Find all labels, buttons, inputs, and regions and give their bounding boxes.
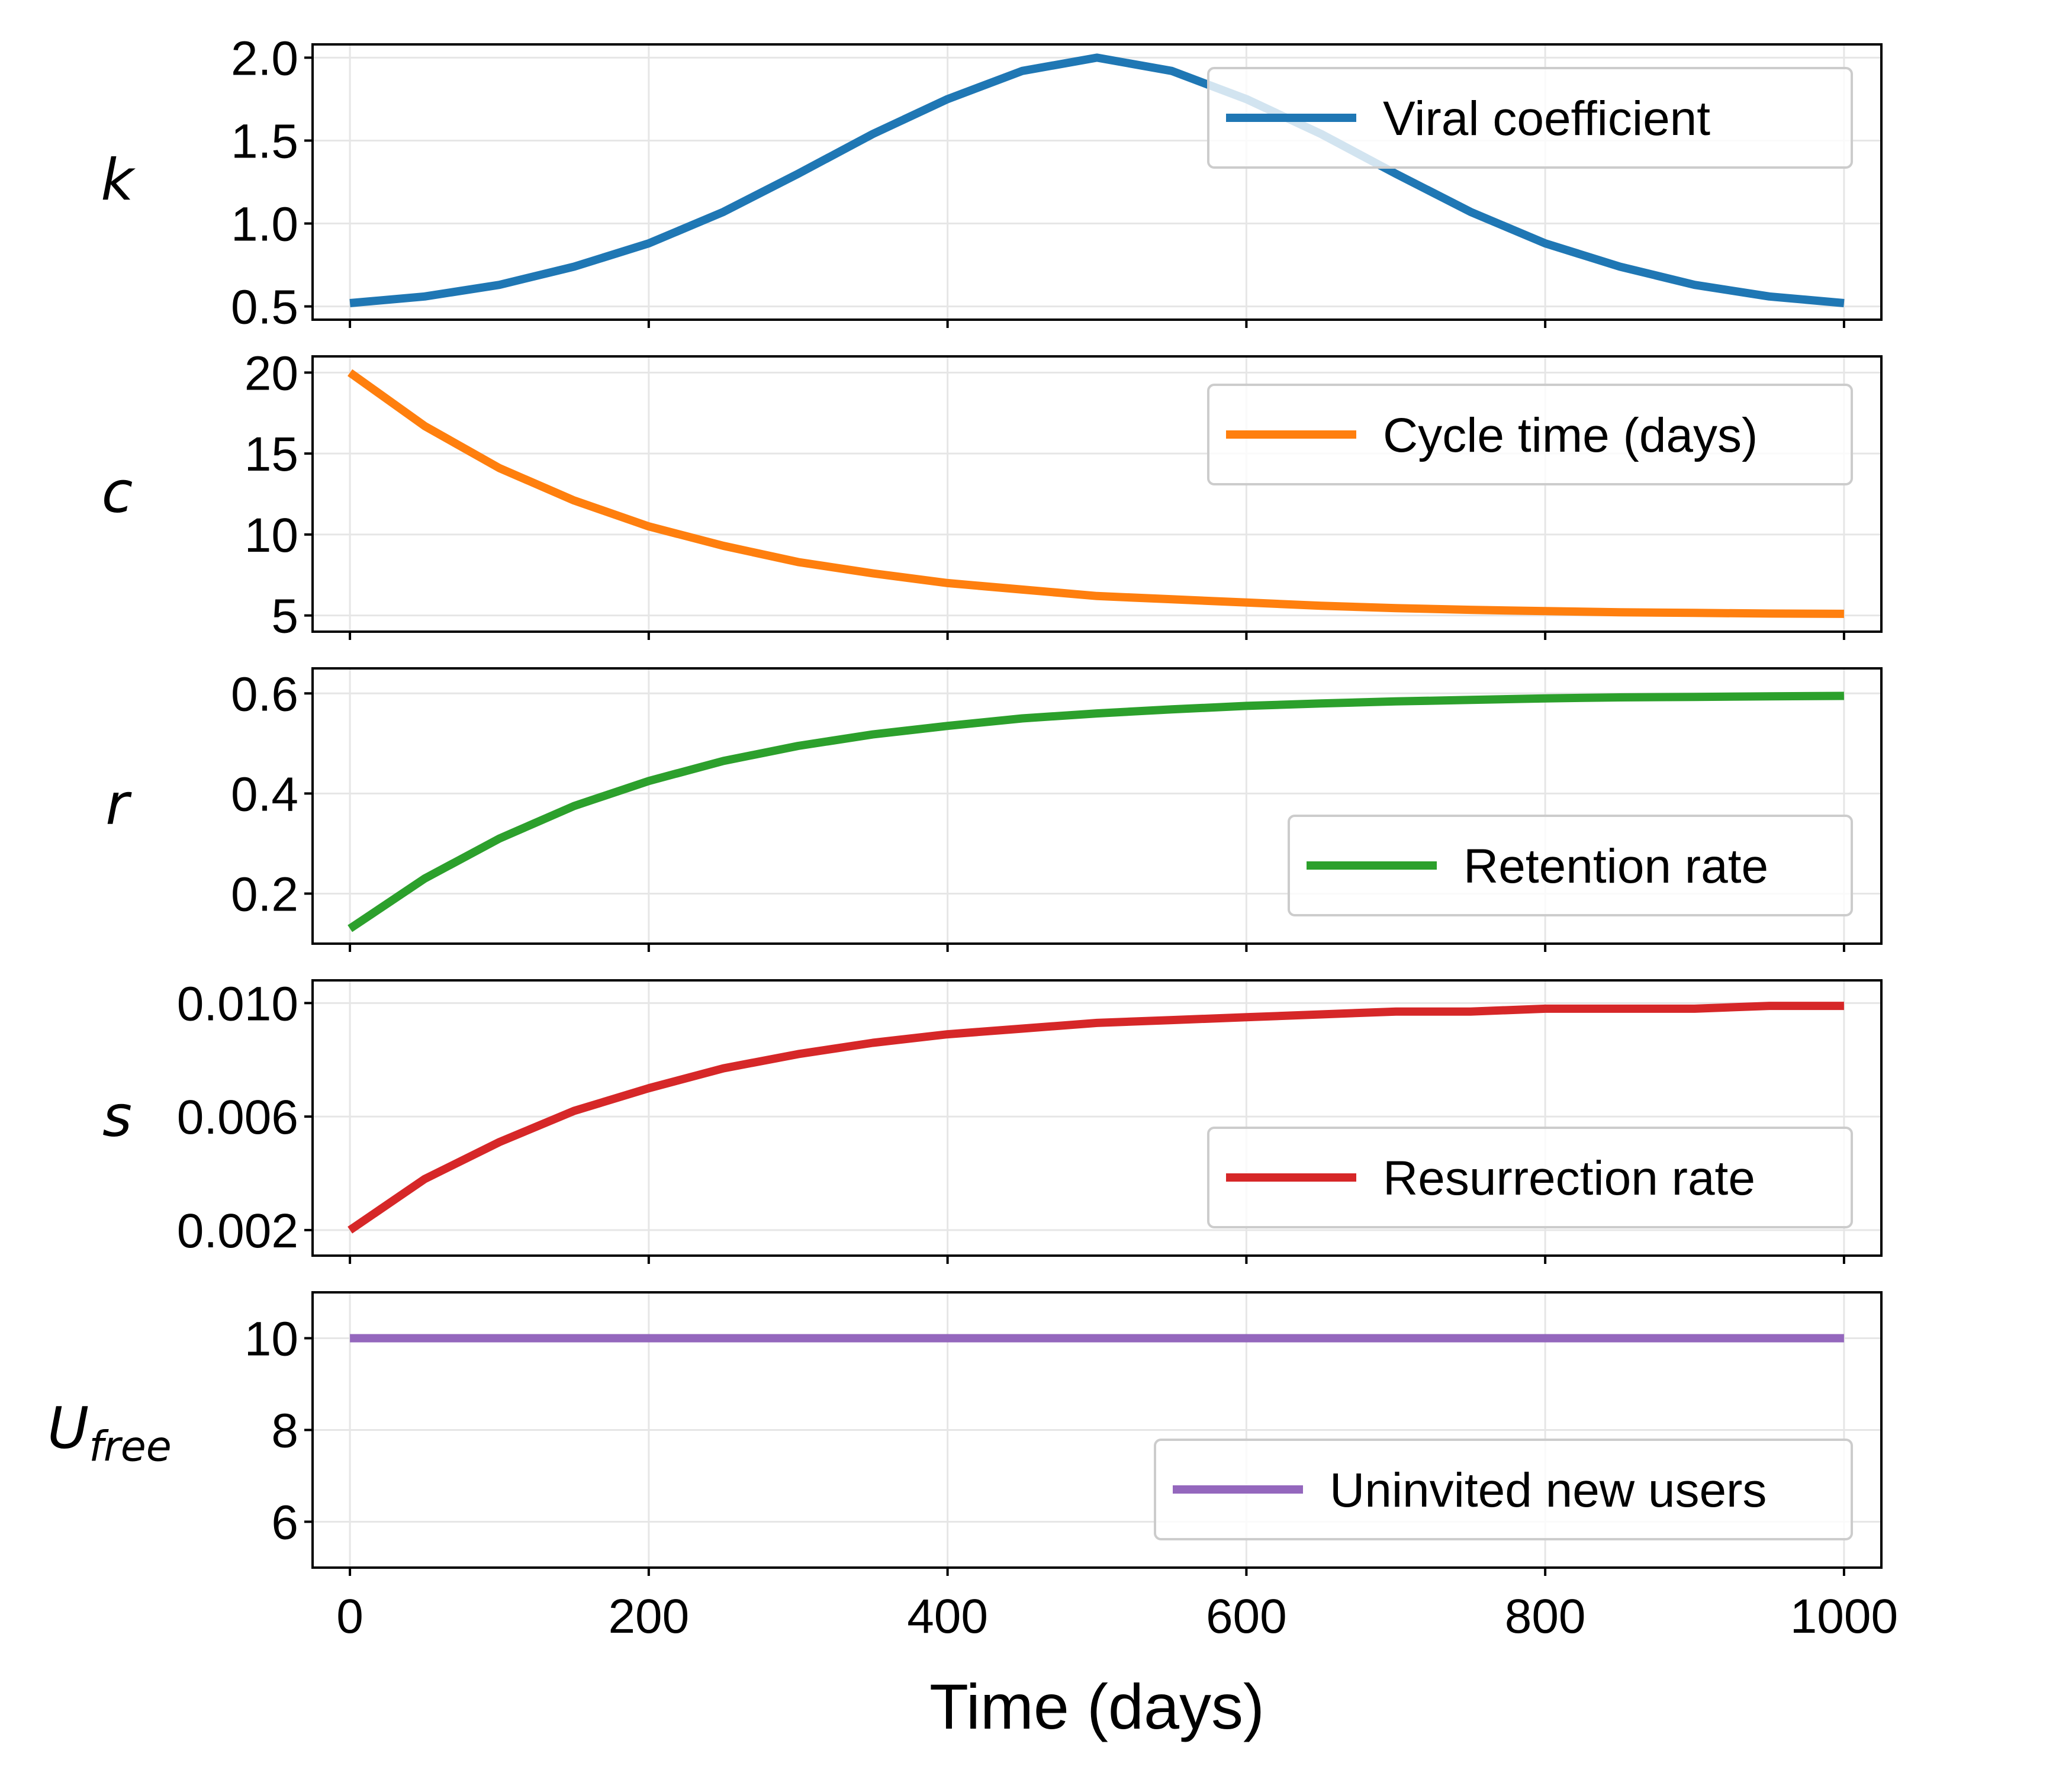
y-axis-label: s: [102, 1083, 132, 1150]
y-tick-label: 10: [244, 509, 298, 562]
x-tick-label: 1000: [1790, 1590, 1898, 1643]
legend-label: Resurrection rate: [1383, 1151, 1755, 1205]
series-line: [349, 53, 1845, 307]
panel-frame: [311, 43, 1883, 321]
chart-panel: 5 10 15 20 c Cycle time (days): [102, 346, 1883, 644]
y-tick-label: 0.6: [231, 667, 298, 721]
x-tick-label: 600: [1206, 1590, 1287, 1643]
chart-panel: 0.2 0.4 0.6 r Retention rate: [105, 667, 1883, 952]
y-tick-label: 0.010: [177, 977, 298, 1031]
chart-panels: 0.5 1.0 1.5 2.0 k Viral coefficient 5 10 15 20 c Cy…: [47, 31, 1883, 1576]
y-tick-label: 10: [244, 1312, 298, 1366]
series-line: [348, 369, 1844, 618]
y-tick-label: 0.002: [177, 1204, 298, 1258]
y-tick-label: 1.5: [231, 114, 298, 168]
legend-box: [1207, 1127, 1853, 1228]
legend-label: Viral coefficient: [1383, 92, 1710, 146]
y-tick-label: 0.4: [231, 767, 298, 821]
y-tick-label: 1.0: [231, 198, 298, 252]
legend: Viral coefficient: [1207, 67, 1853, 169]
chart-panel: 0.002 0.006 0.010 s Resurrection rate: [102, 977, 1883, 1264]
legend: Resurrection rate: [1207, 1127, 1853, 1228]
x-axis-label: Time (days): [929, 1671, 1265, 1742]
legend-label: Cycle time (days): [1383, 408, 1758, 462]
legend-box: [1154, 1439, 1853, 1540]
legend-label: Uninvited new users: [1330, 1463, 1767, 1517]
legend: Uninvited new users: [1154, 1439, 1853, 1540]
y-tick-label: 8: [271, 1404, 298, 1458]
y-tick-label: 2.0: [231, 31, 298, 85]
y-tick-label: 6: [271, 1496, 298, 1550]
panel-frame: [311, 667, 1883, 945]
legend-box: [1288, 815, 1853, 916]
legend-box: [1207, 67, 1853, 169]
x-tick-label: 0: [336, 1590, 363, 1643]
y-tick-label: 0.006: [177, 1090, 298, 1144]
legend-label: Retention rate: [1463, 839, 1768, 893]
x-tick-label: 800: [1505, 1590, 1586, 1643]
y-tick-label: 5: [271, 590, 298, 644]
legend: Retention rate: [1288, 815, 1853, 916]
series-line: [348, 691, 1844, 932]
panel-frame: [311, 355, 1883, 633]
y-tick-label: 20: [244, 346, 298, 400]
y-axis-label: r: [105, 771, 132, 838]
x-tick-label: 200: [608, 1590, 689, 1643]
y-axis-label: c: [102, 459, 133, 526]
legend-box: [1207, 384, 1853, 485]
series-line: [348, 1002, 1844, 1234]
chart-panel: 0.5 1.0 1.5 2.0 k Viral coefficient: [101, 31, 1883, 334]
y-tick-label: 0.5: [231, 281, 298, 334]
x-axis: 0 200 400 600 800 1000: [336, 1590, 1898, 1643]
legend: Cycle time (days): [1207, 384, 1853, 485]
panel-frame: [311, 979, 1883, 1257]
y-tick-label: 15: [244, 427, 298, 481]
y-tick-label: 0.2: [231, 867, 298, 921]
x-tick-label: 400: [907, 1590, 988, 1643]
y-axis-label: k: [101, 147, 136, 214]
